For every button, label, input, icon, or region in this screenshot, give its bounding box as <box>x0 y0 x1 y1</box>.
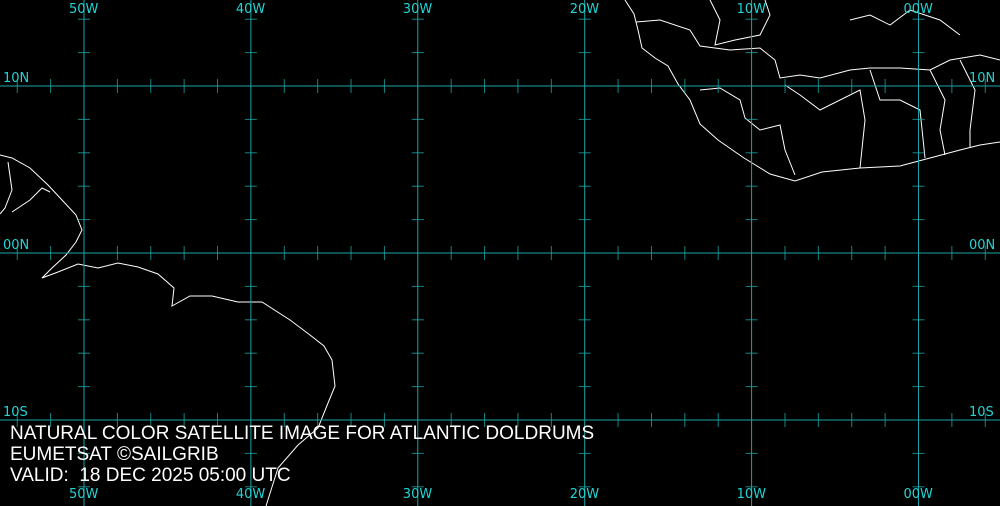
longitude-label-bottom: 40W <box>235 487 266 502</box>
caption: NATURAL COLOR SATELLITE IMAGE FOR ATLANT… <box>10 423 594 486</box>
caption-valid-time: VALID: 18 DEC 2025 05:00 UTC <box>10 465 291 486</box>
longitude-label-bottom: 50W <box>69 487 99 502</box>
south-america-border <box>0 161 13 215</box>
africa-border <box>699 87 796 176</box>
latitude-label-left: 00N <box>3 238 30 253</box>
longitude-label-top: 30W <box>402 2 433 17</box>
africa-border <box>709 0 771 46</box>
longitude-label-bottom: 30W <box>402 487 433 502</box>
longitude-label-top: 00W <box>903 2 933 17</box>
latitude-label-right: 10S <box>969 405 994 420</box>
longitude-label-bottom: 20W <box>569 487 600 502</box>
africa-border <box>959 59 976 148</box>
longitude-label-bottom: 00W <box>903 487 933 502</box>
caption-title: NATURAL COLOR SATELLITE IMAGE FOR ATLANT… <box>10 423 595 444</box>
africa-border <box>869 69 926 159</box>
africa-border <box>929 69 946 156</box>
africa-border <box>635 19 1000 79</box>
africa-border <box>784 84 866 169</box>
africa-border <box>849 9 961 36</box>
latitude-label-right: 00N <box>969 238 996 253</box>
caption-credit: EUMETSAT ©SAILGRIB <box>10 444 219 465</box>
longitude-label-top: 50W <box>69 2 99 17</box>
longitude-label-top: 10W <box>736 2 766 17</box>
latitude-label-left: 10S <box>3 405 28 420</box>
south-america-border <box>11 187 51 213</box>
longitude-label-top: 40W <box>235 2 266 17</box>
africa-coast <box>624 0 1000 182</box>
longitude-label-top: 20W <box>569 2 600 17</box>
latitude-label-right: 10N <box>969 71 996 86</box>
latitude-label-left: 10N <box>3 71 30 86</box>
longitude-label-bottom: 10W <box>736 487 766 502</box>
